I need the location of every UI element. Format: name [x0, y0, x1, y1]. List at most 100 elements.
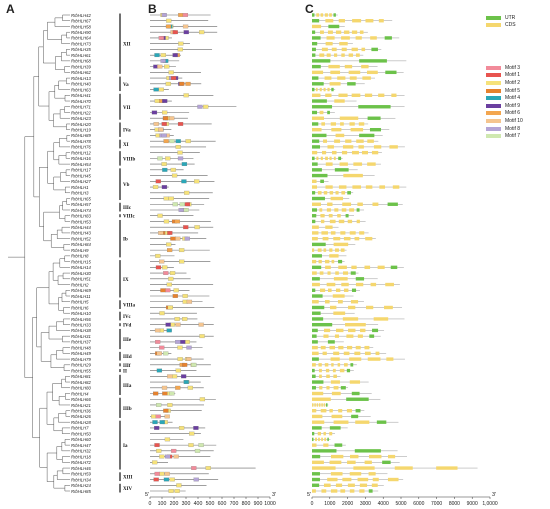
cds-block: [330, 357, 340, 361]
motif-box: [169, 391, 175, 396]
cds-block: [319, 208, 323, 212]
cds-block: [340, 231, 346, 235]
cds-block: [316, 403, 319, 407]
gene-label: RrbHLH63: [71, 87, 91, 92]
cds-block: [361, 150, 369, 155]
motif-box: [193, 426, 199, 430]
cds-block: [333, 311, 346, 315]
cds-block: [377, 265, 385, 270]
motif-box: [166, 18, 172, 23]
cds-block: [316, 13, 320, 17]
motif-box: [185, 81, 191, 86]
motif-box: [168, 276, 174, 281]
gene-label: RrbHLH66: [71, 397, 91, 402]
gene-label: RrbHLH60: [71, 437, 91, 442]
motif-box: [156, 448, 162, 453]
utr-block: [312, 340, 318, 344]
utr-block: [347, 191, 351, 195]
motif-box: [162, 167, 168, 172]
cds-block: [323, 139, 327, 143]
cds-block: [361, 47, 366, 52]
cds-block: [358, 122, 365, 126]
motif-box: [154, 53, 160, 58]
motif-box: [177, 156, 184, 161]
cds-block: [312, 225, 319, 229]
motif-box: [183, 380, 189, 384]
cds-block: [331, 47, 337, 52]
motif-box: [189, 431, 195, 436]
legend-utr-swatch: [486, 15, 501, 20]
gene-label: RrbHLH67: [71, 19, 91, 24]
utr-block: [387, 202, 398, 206]
cds-block: [342, 271, 349, 275]
gene-label: RrbHLH43: [71, 231, 91, 236]
cds-block: [323, 334, 329, 338]
cds-block: [312, 460, 324, 465]
cds-block: [342, 202, 352, 206]
gene-label: RrbHLH17: [71, 168, 91, 173]
subfamily-label: IIIa: [123, 384, 132, 389]
cds-block: [331, 414, 343, 419]
gene-label: RrbHLH22: [71, 110, 91, 115]
gene-label: RrbHLH47: [71, 443, 91, 448]
axis-c-tick-label: 3000: [360, 501, 371, 507]
legend-motif-row: Motif 3: [486, 64, 523, 72]
gene-label: RrbHLH5: [71, 300, 89, 305]
cds-block: [318, 363, 322, 367]
cds-block: [367, 357, 381, 361]
gene-label: RrbHLH65: [71, 196, 91, 201]
motif-box: [168, 196, 174, 201]
gene-label: RrbHLH58: [71, 24, 91, 29]
cds-block: [330, 380, 340, 384]
cds-block: [349, 454, 359, 459]
subfamily-label: IIIe: [123, 338, 132, 343]
legend-motif-row: Motif 6: [486, 110, 523, 118]
motif-box: [163, 139, 169, 144]
utr-block: [329, 426, 341, 430]
cds-block: [389, 145, 398, 149]
utr-block: [312, 357, 319, 361]
cds-block: [338, 19, 345, 23]
motif-box: [167, 403, 173, 407]
subfamily-label: Vb: [123, 183, 130, 188]
utr-block: [312, 254, 322, 258]
cds-block: [355, 53, 360, 57]
motif-box: [153, 391, 159, 396]
cds-block: [351, 47, 358, 52]
gene-label: RrbHLH21: [71, 403, 91, 408]
cds-block: [365, 19, 374, 23]
cds-block: [333, 277, 348, 281]
motif-legend: Motif 3 Motif 1 Motif 2 Motif 5 Motif 4 Motif…: [486, 64, 523, 140]
cds-block: [341, 36, 350, 40]
motif-box: [158, 87, 164, 92]
axis-c-tick-label: 9000: [467, 501, 478, 507]
motif-box: [187, 385, 193, 390]
subfamily-label: VIIIa: [123, 304, 135, 309]
utr-block: [312, 99, 327, 103]
utr-block: [327, 437, 329, 442]
utr-block: [312, 219, 316, 224]
cds-block: [329, 82, 341, 86]
legend-motif-swatch: [486, 96, 501, 101]
gene-structure-legend: UTR CDS: [486, 14, 516, 29]
gene-label: RrbHLH80: [71, 386, 91, 391]
motif-box: [166, 282, 172, 287]
cds-block: [370, 282, 377, 287]
motif-box: [178, 259, 185, 264]
cds-block: [340, 122, 344, 126]
utr-block: [312, 47, 316, 52]
cds-block: [312, 259, 317, 264]
gene-label: RrbHLH78: [71, 139, 91, 144]
utr-block: [320, 179, 324, 184]
motif-box: [193, 477, 199, 482]
utr-block: [338, 156, 342, 161]
utr-block: [312, 311, 321, 315]
gene-label: RrbHLH35: [71, 47, 91, 52]
utr-block: [331, 87, 334, 92]
cds-block: [339, 116, 359, 120]
cds-block: [386, 357, 394, 361]
cds-block: [323, 403, 326, 407]
motif-box: [161, 13, 167, 17]
cds-block: [320, 409, 327, 413]
